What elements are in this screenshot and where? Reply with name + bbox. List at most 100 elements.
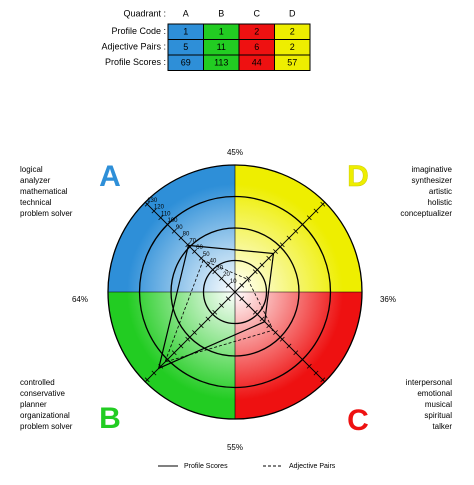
hemisphere-percent: 55% [227,443,243,452]
cell-value: 1 [219,27,224,37]
tick-label: 40 [210,259,217,265]
quadrant-letter: D [347,160,369,193]
descriptor: imaginative [412,165,453,174]
tick-mark [306,215,312,221]
legend-label: Adjective Pairs [289,463,336,470]
tick-mark [178,235,184,241]
cell-value: 57 [287,58,297,68]
tick-label: 130 [147,198,158,204]
tick-mark [286,343,292,349]
cell-value: 11 [217,42,226,52]
tick-mark [144,201,150,207]
tick-label: 20 [223,272,230,278]
tick-mark [266,323,272,329]
descriptor: technical [20,198,52,207]
row-label: Adjective Pairs : [101,42,166,52]
tick-mark [273,330,278,335]
tick-mark [198,255,204,261]
hemisphere-percent: 45% [227,148,243,157]
grid-circle [170,227,300,357]
descriptor: mathematical [20,187,68,196]
tick-mark [279,336,285,342]
tick-label: 120 [154,205,165,211]
descriptor: interpersonal [406,378,452,387]
descriptor: synthesizer [412,176,453,185]
tick-mark [279,242,285,248]
tick-mark [313,370,319,376]
tick-mark [212,309,218,315]
tick-label: 60 [196,245,203,251]
cell-value: 1 [183,27,188,37]
hemisphere-percent: 36% [380,295,396,304]
tick-mark [185,242,191,248]
tick-mark [192,249,197,254]
tick-mark [212,269,218,275]
descriptor: talker [432,422,452,431]
legend-label: Profile Scores [184,463,228,470]
tick-mark [185,336,191,342]
tick-label: 10 [230,279,237,285]
tick-mark [171,228,177,234]
descriptor: planner [20,400,47,409]
descriptor: analyzer [20,176,51,185]
tick-mark [286,235,292,241]
descriptor: conservative [20,389,65,398]
header-label: Quadrant : [123,8,166,18]
tick-mark [239,296,245,302]
descriptor: artistic [429,187,452,196]
hemisphere-percent: 64% [72,295,88,304]
tick-label: 50 [203,252,210,258]
tick-mark [293,228,299,234]
tick-mark [320,377,326,383]
tick-mark [225,282,231,288]
tick-mark [158,215,164,221]
descriptor: problem solver [20,209,73,218]
descriptor: controlled [20,378,55,387]
row-label: Profile Code : [111,26,166,36]
quadrant-letter: C [347,404,369,437]
axis [144,201,236,293]
tick-mark [306,363,312,369]
tick-mark [239,282,245,288]
tick-mark [252,269,258,275]
tick-label: 70 [189,238,196,244]
tick-mark [219,303,224,308]
tick-mark [225,296,231,302]
tick-mark [165,222,170,227]
cell-value: 5 [183,42,188,52]
tick-mark [300,222,305,227]
tick-mark [273,249,278,254]
descriptor: musical [425,400,452,409]
cell-value: 69 [181,58,191,68]
tick-mark [246,276,251,281]
grid-circle [107,164,363,420]
tick-label: 90 [176,225,183,231]
row-label: Profile Scores : [105,57,166,67]
tick-mark [192,330,197,335]
header-cell: B [218,8,224,18]
header-cell: A [183,8,189,18]
tick-mark [252,309,258,315]
descriptor: spiritual [424,411,452,420]
tick-mark [300,357,305,362]
tick-label: 110 [161,211,171,217]
axis [234,291,326,383]
axis [234,201,326,293]
descriptor: problem solver [20,422,73,431]
axis [144,291,236,383]
tick-mark [205,316,211,322]
tick-mark [219,276,224,281]
series-line [164,259,274,363]
tick-mark [266,255,272,261]
descriptor: conceptualizer [400,209,452,218]
cell-value: 2 [290,42,295,52]
descriptor: emotional [417,389,452,398]
cell-value: 44 [252,58,262,68]
header-cell: C [254,8,261,18]
table-cell [274,54,311,71]
tick-mark [246,303,251,308]
series-line [157,244,275,370]
tick-mark [313,208,319,214]
tick-mark [198,323,204,329]
